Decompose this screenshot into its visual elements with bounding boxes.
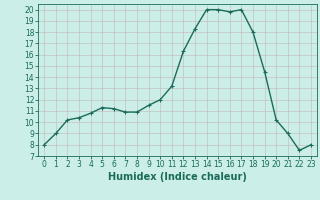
X-axis label: Humidex (Indice chaleur): Humidex (Indice chaleur) [108,172,247,182]
